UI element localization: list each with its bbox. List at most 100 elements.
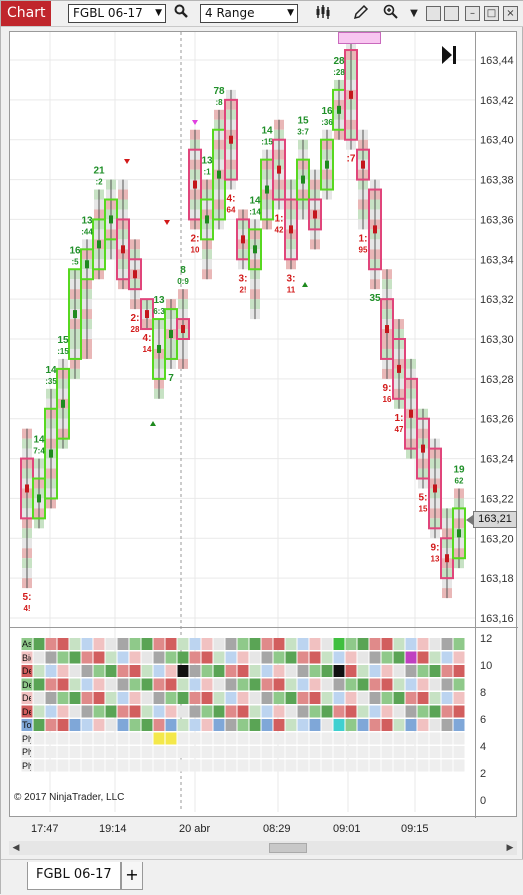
stat-cell: [261, 638, 273, 650]
price-tick-label: 163,30: [480, 334, 514, 346]
stat-cell: [417, 719, 429, 731]
stat-cell: [345, 719, 357, 731]
stat-cell: [321, 705, 333, 718]
scroll-right-icon[interactable]: ▶: [506, 843, 514, 853]
stat-cell: [321, 665, 333, 677]
stat-cell: [261, 651, 273, 664]
zoom-icon[interactable]: [381, 4, 401, 24]
stat-cell: [297, 746, 309, 758]
poc-marker: [181, 325, 185, 334]
bar-type-selector[interactable]: 4 Range ▼: [200, 4, 298, 23]
bar-body: [380, 298, 394, 360]
stat-cell: [141, 678, 153, 691]
stat-cell: [309, 651, 321, 664]
search-icon[interactable]: [171, 4, 191, 24]
stat-row-label: Ply: [22, 760, 31, 771]
stat-cell: [21, 719, 33, 731]
go-to-end-icon[interactable]: [440, 44, 458, 66]
stat-tick-label: 12: [480, 633, 492, 645]
chart-menu-button[interactable]: Chart: [1, 1, 51, 26]
minimize-icon[interactable]: –: [465, 6, 480, 21]
scroll-left-icon[interactable]: ◀: [12, 843, 20, 853]
scroll-thumb[interactable]: [269, 843, 307, 853]
poc-marker: [109, 215, 113, 224]
bar-delta-label: 14: [249, 195, 261, 206]
instrument-value: FGBL 06-17: [73, 6, 143, 20]
stat-cell: [165, 732, 177, 745]
stat-cell: [57, 678, 69, 691]
poc-marker: [289, 225, 293, 234]
bar-delta-label: 11: [287, 285, 296, 294]
stat-cell: [381, 759, 393, 772]
stat-cell: [321, 732, 333, 745]
bar-delta-label: 7:4: [33, 447, 45, 456]
stat-cell: [261, 665, 273, 677]
stat-cell: [333, 746, 345, 758]
chart-style-icon[interactable]: [313, 4, 333, 24]
stat-cell: [285, 692, 297, 704]
add-tab-button[interactable]: +: [121, 862, 143, 890]
stat-cell: [81, 678, 93, 691]
stat-cell: [105, 665, 117, 677]
bar-delta-label: 13: [201, 156, 213, 167]
stat-cell: [405, 719, 417, 731]
close-icon[interactable]: ×: [503, 6, 518, 21]
stat-cell: [57, 732, 69, 745]
stat-cell: [297, 719, 309, 731]
bar-delta-label: 2!: [239, 285, 246, 294]
stat-cell: [177, 759, 189, 772]
stat-cell: [273, 705, 285, 718]
instrument-selector[interactable]: FGBL 06-17 ▼: [68, 4, 166, 23]
stat-cell: [189, 665, 201, 677]
stat-cell: [309, 746, 321, 758]
poc-marker: [349, 90, 353, 99]
window-option-icon[interactable]: [426, 6, 441, 21]
stat-cell: [117, 678, 129, 691]
stat-cell: [33, 719, 45, 731]
stat-cell: [45, 665, 57, 677]
maximize-icon[interactable]: □: [484, 6, 499, 21]
stat-cell: [57, 638, 69, 650]
stat-cell: [117, 665, 129, 677]
horizontal-scrollbar[interactable]: ◀ ▶: [9, 841, 517, 855]
stat-cell: [153, 692, 165, 704]
bar-delta-label: 14: [143, 345, 152, 354]
stat-cell: [129, 651, 141, 664]
stat-cell: [105, 746, 117, 758]
bar-body: [308, 198, 322, 231]
stat-cell: [81, 638, 93, 650]
stat-cell: [93, 746, 105, 758]
stat-cell: [273, 732, 285, 745]
stat-cell: [225, 719, 237, 731]
chart-panel[interactable]: 163,44 163,42 163,40 163,38 163,36 163,34 163,…: [9, 31, 518, 818]
panel-divider[interactable]: [10, 627, 518, 628]
stat-cell: [69, 705, 81, 718]
chart-marker: [338, 32, 381, 44]
stat-cell: [81, 651, 93, 664]
tab-fgbl[interactable]: FGBL 06-17: [27, 862, 121, 890]
bar-delta-label: 9:: [383, 383, 392, 394]
stat-cell: [321, 746, 333, 758]
bar-delta-label: 16: [321, 106, 333, 117]
copyright-text: © 2017 NinjaTrader, LLC: [14, 792, 125, 803]
stat-cell: [369, 732, 381, 745]
stat-cell: [189, 638, 201, 650]
price-tick-label: 163,40: [480, 135, 514, 147]
stat-cell: [453, 651, 465, 664]
poc-marker: [337, 105, 341, 114]
poc-marker: [421, 444, 425, 453]
time-axis[interactable]: 17:47 19:14 20 abr 08:29 09:01 09:15: [9, 817, 517, 839]
price-tick-label: 163,36: [480, 214, 514, 226]
stat-cell: [213, 692, 225, 704]
stat-cell: [21, 638, 33, 650]
footprint-chart[interactable]: 163,44 163,42 163,40 163,38 163,36 163,34 163,…: [10, 32, 518, 818]
stat-cell: [417, 692, 429, 704]
stat-cell: [57, 651, 69, 664]
stat-cell: [141, 759, 153, 772]
bar-delta-label: 2:: [131, 313, 140, 324]
window-option-icon[interactable]: [444, 6, 459, 21]
pencil-icon[interactable]: [351, 4, 371, 24]
stat-cell: [69, 665, 81, 677]
chevron-down-icon[interactable]: ▼: [410, 8, 418, 19]
